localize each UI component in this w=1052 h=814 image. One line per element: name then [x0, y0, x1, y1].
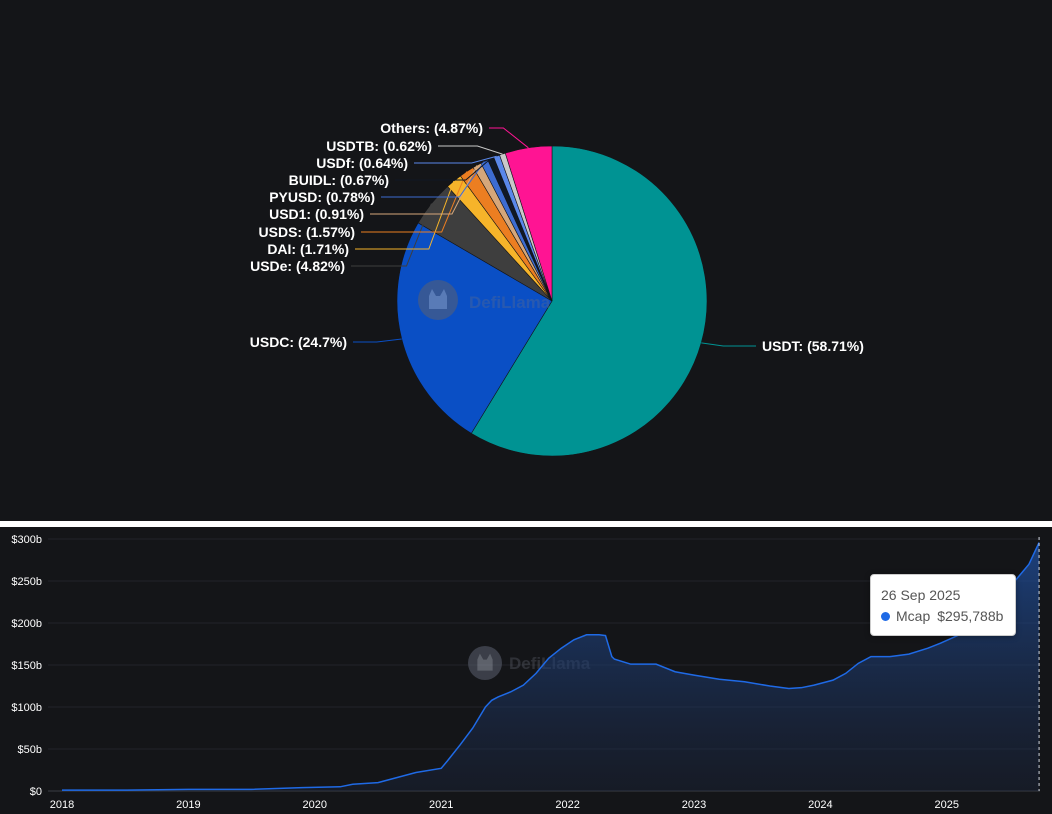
pie-leader-line-usdtb: [438, 145, 503, 155]
y-tick-label: $300b: [11, 534, 42, 546]
tooltip-value: $295,788b: [937, 608, 1004, 624]
pie-watermark-llama-icon: [429, 289, 447, 309]
pie-slices: [396, 145, 708, 457]
x-axis: 2018 2019 2020 2021 2022 2023 2024 2025: [48, 790, 1040, 811]
tooltip-date: 26 Sep 2025: [881, 587, 961, 603]
pie-label-usdc: USDC: (24.7%): [250, 334, 347, 350]
y-tick-label: $250b: [11, 576, 42, 588]
y-tick-label: $150b: [11, 660, 42, 672]
tooltip-series-dot: [881, 611, 890, 621]
pie-label-usde: USDe: (4.82%): [250, 258, 345, 274]
x-tick-label: 2018: [50, 799, 74, 811]
y-tick-label: $50b: [18, 744, 42, 756]
pie-label-buidl: BUIDL: (0.67%): [289, 172, 389, 188]
x-tick-label: 2024: [808, 799, 832, 811]
y-tick-label: $100b: [11, 702, 42, 714]
pie-watermark: DefiLlama: [418, 280, 551, 320]
x-tick-label: 2021: [429, 799, 453, 811]
pie-label-usdf: USDf: (0.64%): [316, 155, 408, 171]
pie-labels: USDT: (58.71%) USDC: (24.7%) USDe: (4.82%)…: [250, 120, 864, 354]
pie-label-dai: DAI: (1.71%): [267, 241, 349, 257]
mcap-series-line: [62, 542, 1040, 791]
pie-chart-panel: USDT: (58.71%) USDC: (24.7%) USDe: (4.82%)…: [0, 0, 1052, 521]
pie-watermark-text: DefiLlama: [469, 293, 551, 312]
x-tick-label: 2020: [303, 799, 327, 811]
pie-slice-usdc[interactable]: [396, 222, 553, 434]
tooltip-series-name: Mcap: [896, 608, 931, 624]
mcap-area-fill: [62, 542, 1040, 791]
pie-slice-others[interactable]: [504, 145, 553, 302]
pie-chart: USDT: (58.71%) USDC: (24.7%) USDe: (4.82%)…: [250, 120, 864, 457]
pie-label-usdtb: USDTB: (0.62%): [326, 138, 432, 154]
pie-leader-line-usde: [351, 203, 432, 267]
chart-tooltip: 26 Sep 2025 Mcap $295,788b: [870, 574, 1016, 636]
pie-leader-line-pyusd: [381, 161, 485, 198]
x-tick-label: 2019: [176, 799, 200, 811]
area-watermark-llama-icon: [477, 653, 493, 671]
pie-leader-line-usdc: [353, 338, 402, 343]
pie-leader-lines: [351, 127, 756, 347]
pie-label-usdt: USDT: (58.71%): [762, 338, 864, 354]
pie-leader-line-usdt: [701, 342, 756, 347]
pie-leader-line-buidl: [395, 158, 492, 181]
pie-leader-line-usd1: [370, 165, 478, 215]
pie-label-usd1: USD1: (0.91%): [269, 206, 364, 222]
x-tick-label: 2023: [682, 799, 706, 811]
pie-label-pyusd: PYUSD: (0.78%): [269, 189, 375, 205]
pie-leader-line-dai: [355, 180, 455, 250]
pie-leader-line-others: [489, 127, 529, 149]
pie-label-usds: USDS: (1.57%): [259, 224, 355, 240]
pie-leader-line-usdf: [414, 155, 497, 164]
y-tick-label: $0: [30, 786, 42, 798]
area-chart-panel: $0 $50b $100b $150b $200b $250b $300b 2018 2019 2…: [0, 527, 1052, 814]
y-tick-label: $200b: [11, 618, 42, 630]
pie-label-others: Others: (4.87%): [380, 120, 483, 136]
x-tick-label: 2025: [935, 799, 959, 811]
pie-leader-line-usds: [361, 171, 468, 233]
x-tick-label: 2022: [555, 799, 579, 811]
